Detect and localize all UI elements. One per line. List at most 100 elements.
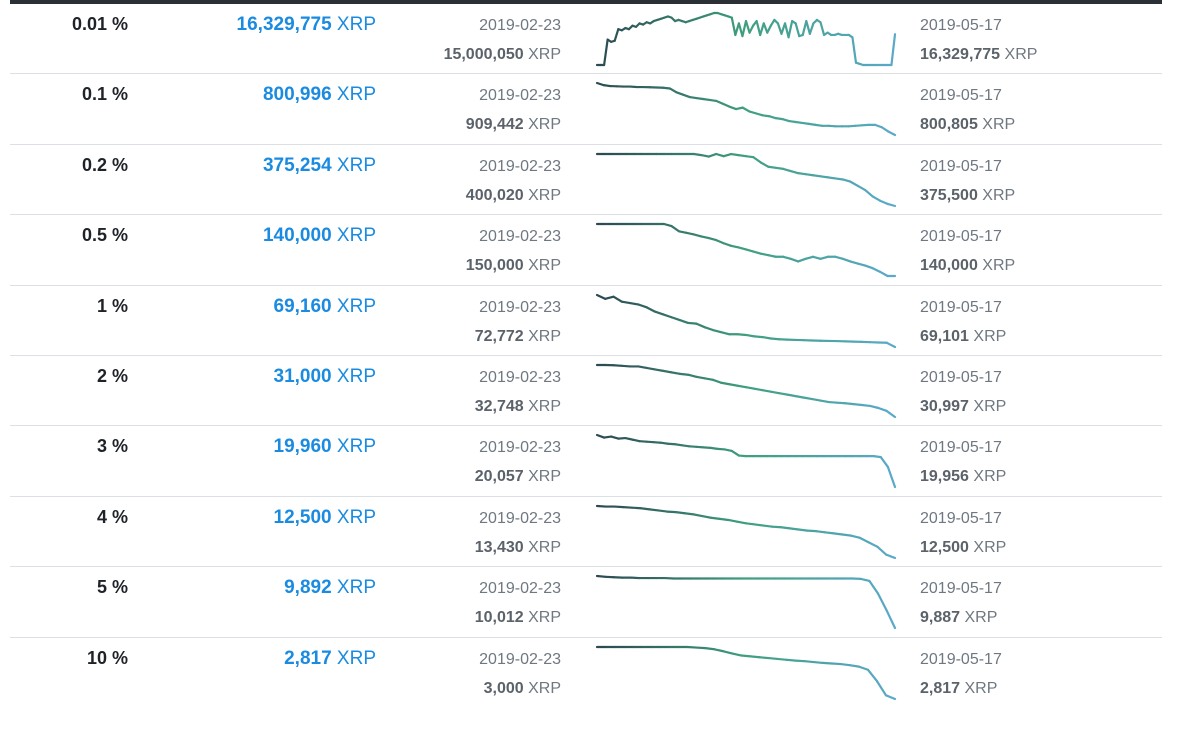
end-value-unit: XRP xyxy=(973,468,1007,486)
sparkline-segment xyxy=(827,400,839,404)
sparkline-chart xyxy=(595,290,897,352)
start-value: 150,000 XRP xyxy=(466,257,561,275)
sparkline-segment xyxy=(730,16,737,37)
sparkline-segment xyxy=(620,364,632,368)
threshold-amount[interactable]: 800,996 XRP xyxy=(263,84,376,106)
sparkline-segment xyxy=(604,295,615,300)
threshold-amount-unit: XRP xyxy=(336,365,376,387)
end-value-unit: XRP xyxy=(1004,46,1038,63)
sparkline-segment xyxy=(785,658,797,662)
threshold-amount[interactable]: 2,817 XRP xyxy=(284,648,376,670)
sparkline-segment xyxy=(722,152,733,158)
sparkline-svg xyxy=(595,11,897,67)
threshold-amount[interactable]: 19,960 XRP xyxy=(274,436,376,458)
sparkline-segment xyxy=(879,199,889,205)
end-value-unit: XRP xyxy=(982,116,1016,134)
sparkline-segment xyxy=(797,528,809,532)
start-value-number: 13,430 xyxy=(474,538,524,556)
end-date: 2019-05-17 xyxy=(920,368,1002,386)
table-row: 3 % 19,960 XRP 2019-02-23 20,057 XRP 201… xyxy=(10,426,1162,497)
sparkline-segment xyxy=(819,21,826,37)
end-value: 69,101 XRP xyxy=(920,328,1006,346)
start-date: 2019-02-23 xyxy=(479,368,561,386)
sparkline-segment xyxy=(797,171,807,176)
sparkline-segment xyxy=(715,100,724,106)
sparkline-svg xyxy=(595,434,897,489)
table-row: 1 % 69,160 XRP 2019-02-23 72,772 XRP 201… xyxy=(10,286,1162,356)
threshold-amount[interactable]: 375,254 XRP xyxy=(263,155,376,177)
end-value: 800,805 XRP xyxy=(920,116,1015,134)
sparkline-segment xyxy=(794,394,806,399)
sparkline-segment xyxy=(736,332,748,336)
threshold-amount-value: 800,996 xyxy=(262,84,332,106)
sparkline-segment xyxy=(752,250,762,255)
sparkline-segment xyxy=(666,510,677,513)
end-value: 9,887 XRP xyxy=(920,609,997,627)
percentile-label: 1 % xyxy=(96,295,128,316)
sparkline-segment xyxy=(872,455,882,459)
sparkline-segment xyxy=(728,105,738,111)
end-date: 2019-05-17 xyxy=(920,509,1002,527)
percentile-label: 5 % xyxy=(96,577,128,598)
start-value: 72,772 XRP xyxy=(475,328,561,346)
sparkline-segment xyxy=(603,435,613,440)
start-value-number: 150,000 xyxy=(465,257,524,275)
threshold-amount[interactable]: 140,000 XRP xyxy=(263,225,376,247)
start-value-number: 32,748 xyxy=(474,397,524,415)
sparkline-segment xyxy=(715,239,725,245)
start-value-number: 10,012 xyxy=(474,609,524,627)
sparkline-segment xyxy=(832,532,844,536)
sparkline-segment xyxy=(779,525,791,530)
sparkline-segment xyxy=(659,441,670,446)
percentile-label: 2 % xyxy=(96,365,128,386)
sparkline-segment xyxy=(595,504,607,508)
sparkline-segment xyxy=(692,152,703,156)
start-value: 15,000,050 XRP xyxy=(444,46,561,64)
sparkline-segment xyxy=(645,305,657,313)
end-value: 19,956 XRP xyxy=(920,468,1006,486)
sparkline-segment xyxy=(752,155,762,164)
sparkline-segment xyxy=(730,152,740,156)
sparkline-segment xyxy=(769,18,776,27)
sparkline-segment xyxy=(612,295,623,303)
threshold-amount[interactable]: 12,500 XRP xyxy=(274,507,376,529)
threshold-amount[interactable]: 31,000 XRP xyxy=(274,366,376,388)
sparkline-segment xyxy=(737,454,748,458)
start-value-number: 72,772 xyxy=(474,327,524,345)
sparkline-segment xyxy=(749,654,761,658)
sparkline-segment xyxy=(702,446,712,450)
threshold-amount[interactable]: 9,892 XRP xyxy=(284,577,376,599)
sparkline-segment xyxy=(686,645,698,649)
end-date: 2019-05-17 xyxy=(920,650,1002,668)
sparkline-segment xyxy=(740,653,752,657)
sparkline-segment xyxy=(867,540,879,548)
sparkline-segment xyxy=(708,99,718,103)
sparkline-segment xyxy=(852,402,863,407)
threshold-amount[interactable]: 69,160 XRP xyxy=(274,296,376,318)
sparkline-segment xyxy=(744,333,756,338)
sparkline-segment xyxy=(805,19,811,35)
sparkline-segment xyxy=(711,378,723,384)
sparkline-segment xyxy=(686,321,698,325)
sparkline-segment xyxy=(707,237,718,242)
sparkline-segment xyxy=(728,383,739,387)
sparkline-segment xyxy=(685,231,695,236)
sparkline-segment xyxy=(722,242,733,248)
start-value-unit: XRP xyxy=(528,46,561,63)
sparkline-segment xyxy=(638,440,648,444)
sparkline-segment xyxy=(617,437,627,441)
end-value-number: 9,887 xyxy=(920,609,961,627)
sparkline-segment xyxy=(767,656,779,660)
sparkline-segment xyxy=(761,389,772,393)
end-value-unit: XRP xyxy=(973,327,1007,345)
threshold-amount[interactable]: 16,329,775 XRP xyxy=(237,14,376,36)
sparkline-segment xyxy=(610,435,620,441)
end-value-number: 140,000 xyxy=(920,257,978,275)
sparkline-segment xyxy=(761,114,771,118)
threshold-amount-unit: XRP xyxy=(336,647,376,669)
sparkline-segment xyxy=(703,325,714,331)
sparkline-segment xyxy=(603,38,609,67)
sparkline-segment xyxy=(629,301,640,306)
sparkline-segment xyxy=(859,577,871,583)
end-value: 140,000 XRP xyxy=(920,257,1015,275)
